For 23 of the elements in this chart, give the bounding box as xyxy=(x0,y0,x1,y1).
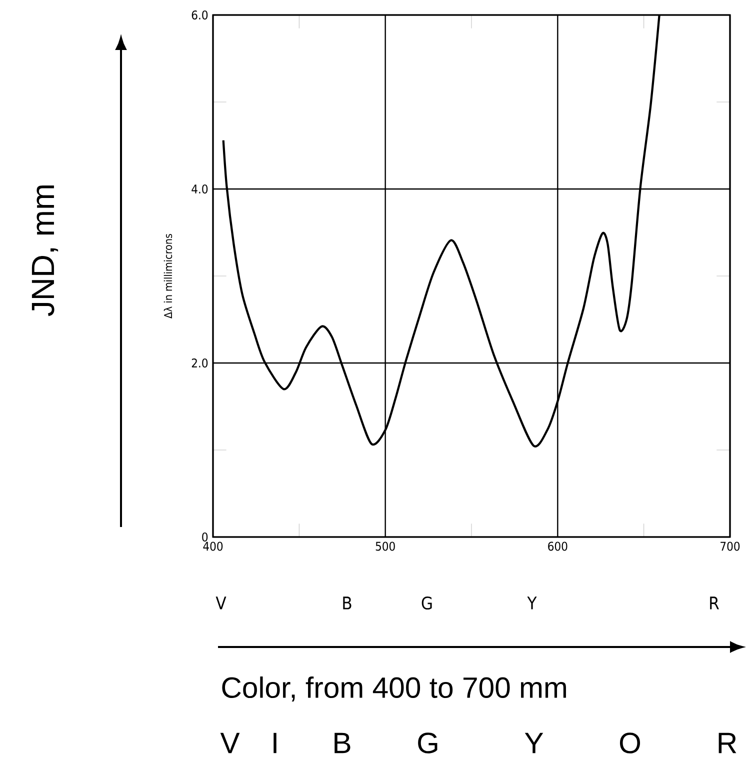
text: B xyxy=(343,596,352,610)
y-tick-label: 0 xyxy=(202,532,208,542)
x-tick-label: 500 xyxy=(376,542,395,551)
x-tick-label: 600 xyxy=(548,542,568,551)
text: Y xyxy=(524,732,544,754)
text: B xyxy=(334,732,350,754)
text: O xyxy=(620,732,640,754)
y-tick-label: 6.0 xyxy=(192,10,208,20)
text: R xyxy=(718,732,736,754)
text: G xyxy=(418,732,438,754)
text: JND, mm xyxy=(32,185,58,316)
y-axis-title: Δλ in millimicrons xyxy=(164,234,172,318)
text: Y xyxy=(527,596,537,610)
y-tick-label: 4.0 xyxy=(192,184,208,194)
text: I xyxy=(274,732,276,754)
x-tick-label: 400 xyxy=(203,542,223,551)
y-tick-label: 2.0 xyxy=(192,358,208,368)
x-tick-label: 700 xyxy=(720,542,740,551)
text: R xyxy=(710,596,719,610)
text: G xyxy=(422,596,432,610)
text: V xyxy=(216,596,226,610)
text: V xyxy=(220,732,240,754)
text: Color, from 400 to 700 mm xyxy=(222,676,566,702)
